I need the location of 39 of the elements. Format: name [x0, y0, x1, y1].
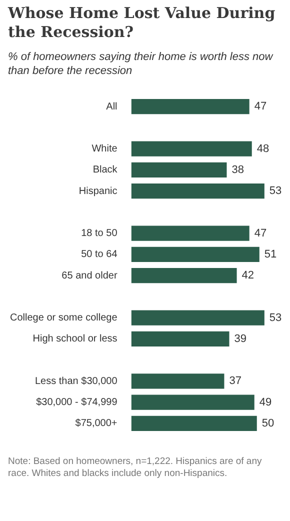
bar: [131, 162, 227, 178]
data-label: 37: [229, 375, 242, 388]
bar: [131, 246, 260, 262]
data-label: 53: [269, 185, 282, 198]
bar: [131, 268, 237, 284]
y-tick-label: $30,000 - $74,999: [36, 397, 118, 408]
y-tick-label: Hispanic: [78, 186, 118, 197]
chart-subtitle: % of homeowners saying their home is worth less now than before the recession: [8, 50, 274, 78]
bar: [131, 98, 250, 114]
bar: [131, 183, 264, 199]
bar: [131, 394, 254, 410]
bar: [131, 331, 230, 347]
y-tick-label: White: [92, 144, 118, 155]
bar: [131, 416, 257, 432]
data-label: 49: [259, 396, 272, 408]
y-tick-label: Less than $30,000: [34, 376, 118, 387]
y-tick-label: College or some college: [10, 312, 118, 324]
data-label: 50: [262, 417, 274, 430]
text: Note: Based on homeowners, n=1,222. Hispanics are of any race. Whites and blacks include only non-Hispanics.: [8, 456, 263, 480]
bar: [131, 141, 252, 156]
data-label: 39: [234, 332, 246, 345]
y-tick-label: 65 and older: [62, 270, 118, 282]
data-label: 51: [264, 248, 277, 260]
y-tick-label: Black: [92, 164, 118, 176]
data-label: 48: [256, 142, 270, 155]
data-label: 47: [254, 227, 267, 240]
y-tick-label: $75,000+: [75, 418, 118, 430]
data-label: 42: [242, 270, 254, 282]
bar: [131, 310, 264, 326]
bar: [131, 226, 250, 241]
y-tick-label: 50 to 64: [81, 249, 118, 260]
chart-title: Whose Home Lost Value During the Recession?: [8, 4, 276, 42]
y-tick-label: 18 to 50: [81, 228, 118, 240]
data-label: 38: [232, 164, 244, 176]
data-label: 53: [269, 312, 282, 324]
y-tick-label: High school or less: [32, 334, 118, 345]
bar: [131, 374, 224, 389]
data-label: 47: [254, 100, 267, 113]
y-tick-label: All: [106, 101, 118, 112]
